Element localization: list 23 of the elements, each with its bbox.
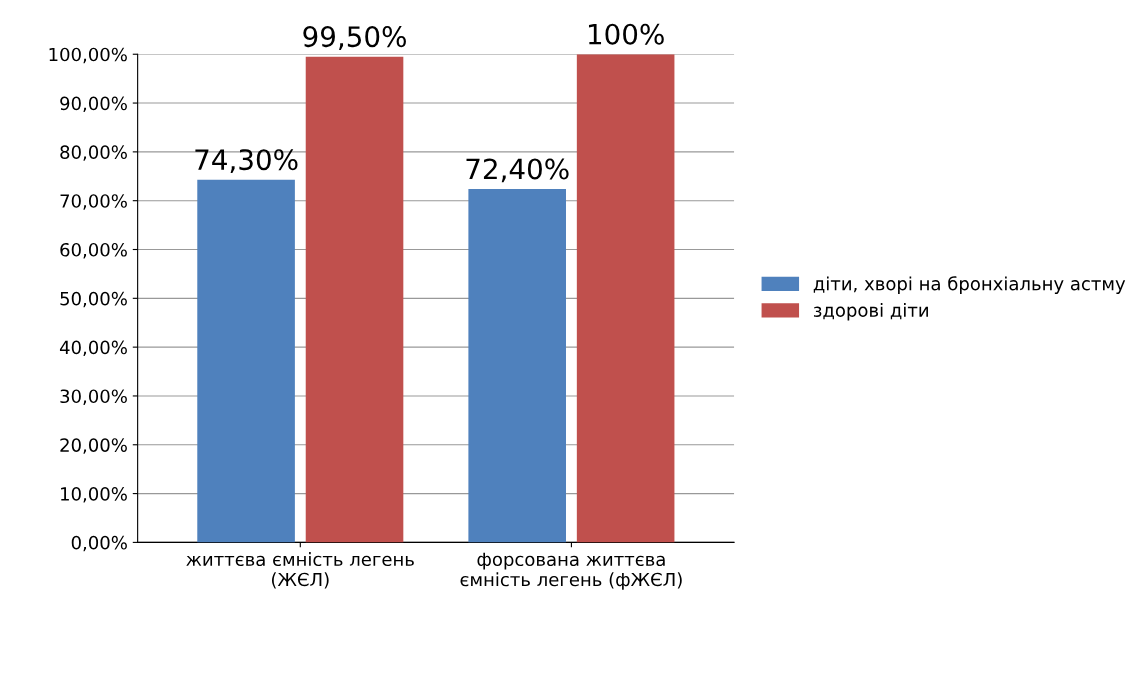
y-tick-label: 80,00% [60,145,127,161]
data-label: 72,40% [466,158,569,183]
y-tick-label: 40,00% [59,340,127,357]
y-tick-label: 50,00% [60,291,127,308]
data-label: 99,50% [303,26,406,50]
y-tick-label: 70,00% [60,194,127,210]
y-tick-label: 20,00% [60,438,127,454]
bar [576,54,675,543]
bar [305,56,404,543]
y-tick-label: 10,00% [61,487,127,503]
x-tick-label: життєва ємність легень (ЖЄЛ) [186,552,414,589]
legend-label: діти, хворі на бронхіальну астму [813,276,1126,294]
bar [468,188,566,543]
y-tick-label: 30,00% [60,389,127,405]
y-tick-label: 100,00% [49,47,127,64]
bar [197,179,295,543]
y-tick-label: 0,00% [71,535,127,552]
data-label: 100% [588,23,664,45]
x-tick-label: форсована життєва ємність легень (фЖЄЛ) [460,552,682,590]
y-tick-label: 90,00% [60,96,127,113]
data-label: 74,30% [195,149,298,173]
y-tick-label: 60,00% [60,242,127,259]
legend-label: здорові діти [813,302,928,321]
